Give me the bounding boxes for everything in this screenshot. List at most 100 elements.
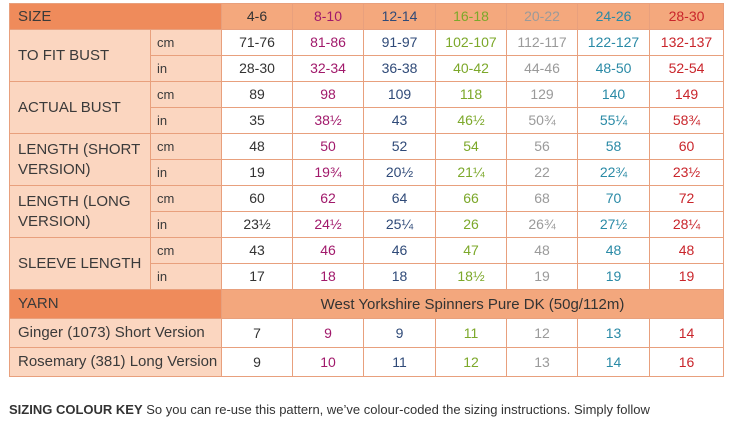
table-row: in 17 18 18 18½ 19 19 19 [10, 263, 724, 290]
value-cell: 14 [577, 347, 650, 377]
value-cell: 58 [577, 133, 650, 160]
value-cell: 23½ [221, 211, 293, 238]
value-cell: 25¼ [363, 211, 436, 238]
value-cell: 35 [221, 107, 293, 134]
value-cell: 48 [649, 237, 724, 264]
table-row: in 28-30 32-34 36-38 40-42 44-46 48-50 5… [10, 55, 724, 82]
value-cell: 43 [363, 107, 436, 134]
value-cell: 52 [363, 133, 436, 160]
value-cell: 48 [506, 237, 578, 264]
value-cell: 112-117 [506, 29, 578, 56]
value-cell: 24½ [292, 211, 364, 238]
value-cell: 46½ [435, 107, 507, 134]
size-header-label: SIZE [9, 3, 222, 30]
value-cell: 48 [577, 237, 650, 264]
value-cell: 19 [221, 159, 293, 186]
value-cell: 40-42 [435, 55, 507, 82]
value-cell: 46 [363, 237, 436, 264]
value-cell: 32-34 [292, 55, 364, 82]
value-cell: 9 [363, 318, 436, 348]
value-cell: 23½ [649, 159, 724, 186]
value-cell: 48-50 [577, 55, 650, 82]
unit-in: in [150, 107, 222, 134]
value-cell: 44-46 [506, 55, 578, 82]
table-row: in 19 19¾ 20½ 21¼ 22 22¾ 23½ [10, 159, 724, 186]
value-cell: 140 [577, 81, 650, 108]
size-header-cell: 20-22 [506, 3, 578, 30]
value-cell: 129 [506, 81, 578, 108]
unit-in: in [150, 55, 222, 82]
yarn-label: YARN [9, 289, 222, 319]
table-row: LENGTH (LONG VERSION) cm 60 62 64 66 68 … [9, 185, 724, 238]
value-cell: 72 [649, 185, 724, 212]
value-cell: 13 [506, 347, 578, 377]
value-cell: 19 [506, 263, 578, 290]
row-label-sleeve-length: SLEEVE LENGTH [9, 237, 151, 290]
value-cell: 43 [221, 237, 293, 264]
value-cell: 16 [649, 347, 724, 377]
yarn-header-row: YARN West Yorkshire Spinners Pure DK (50… [9, 289, 724, 319]
sizing-table: SIZE 4-6 8-10 12-14 16-18 20-22 24-26 28… [9, 3, 724, 377]
value-cell: 11 [435, 318, 507, 348]
value-cell: 62 [292, 185, 364, 212]
value-cell: 47 [435, 237, 507, 264]
value-cell: 14 [649, 318, 724, 348]
value-cell: 122-127 [577, 29, 650, 56]
yarn-name: West Yorkshire Spinners Pure DK (50g/112… [221, 289, 724, 319]
value-cell: 11 [363, 347, 436, 377]
value-cell: 81-86 [292, 29, 364, 56]
value-cell: 91-97 [363, 29, 436, 56]
value-cell: 36-38 [363, 55, 436, 82]
value-cell: 12 [506, 318, 578, 348]
table-row: ACTUAL BUST cm 89 98 109 118 129 140 149 [9, 81, 724, 134]
value-cell: 17 [221, 263, 293, 290]
size-header-cell: 12-14 [363, 3, 436, 30]
sizing-colour-key-title: SIZING COLOUR KEY [9, 402, 143, 417]
value-cell: 50¾ [506, 107, 578, 134]
value-cell: 60 [649, 133, 724, 160]
size-header-row: SIZE 4-6 8-10 12-14 16-18 20-22 24-26 28… [9, 3, 724, 30]
sizing-colour-key: SIZING COLOUR KEY So you can re-use this… [9, 402, 750, 417]
value-cell: 20½ [363, 159, 436, 186]
row-label-length-short: LENGTH (SHORT VERSION) [9, 133, 151, 186]
table-row: TO FIT BUST cm 71-76 81-86 91-97 102-107… [9, 29, 724, 82]
value-cell: 26¾ [506, 211, 578, 238]
value-cell: 46 [292, 237, 364, 264]
value-cell: 54 [435, 133, 507, 160]
unit-cm: cm [150, 185, 222, 212]
value-cell: 19¾ [292, 159, 364, 186]
value-cell: 10 [292, 347, 364, 377]
value-cell: 66 [435, 185, 507, 212]
unit-cm: cm [150, 237, 222, 264]
unit-cm: cm [150, 133, 222, 160]
table-row: Ginger (1073) Short Version 7 9 9 11 12 … [9, 318, 724, 348]
sizing-colour-key-text: So you can re-use this pattern, we’ve co… [142, 402, 650, 417]
value-cell: 9 [292, 318, 364, 348]
value-cell: 118 [435, 81, 507, 108]
row-label-to-fit-bust: TO FIT BUST [9, 29, 151, 82]
value-cell: 58¾ [649, 107, 724, 134]
unit-cm: cm [150, 81, 222, 108]
row-label-length-long: LENGTH (LONG VERSION) [9, 185, 151, 238]
value-cell: 7 [221, 318, 293, 348]
value-cell: 9 [221, 347, 293, 377]
value-cell: 102-107 [435, 29, 507, 56]
value-cell: 50 [292, 133, 364, 160]
value-cell: 56 [506, 133, 578, 160]
table-row: in 23½ 24½ 25¼ 26 26¾ 27½ 28¼ [10, 211, 724, 238]
value-cell: 28¼ [649, 211, 724, 238]
table-row: SLEEVE LENGTH cm 43 46 46 47 48 48 48 [9, 237, 724, 290]
value-cell: 89 [221, 81, 293, 108]
value-cell: 13 [577, 318, 650, 348]
value-cell: 109 [363, 81, 436, 108]
value-cell: 70 [577, 185, 650, 212]
value-cell: 64 [363, 185, 436, 212]
value-cell: 28-30 [221, 55, 293, 82]
unit-cm: cm [150, 29, 222, 56]
value-cell: 55¼ [577, 107, 650, 134]
value-cell: 48 [221, 133, 293, 160]
value-cell: 52-54 [649, 55, 724, 82]
unit-in: in [150, 263, 222, 290]
value-cell: 22 [506, 159, 578, 186]
value-cell: 149 [649, 81, 724, 108]
